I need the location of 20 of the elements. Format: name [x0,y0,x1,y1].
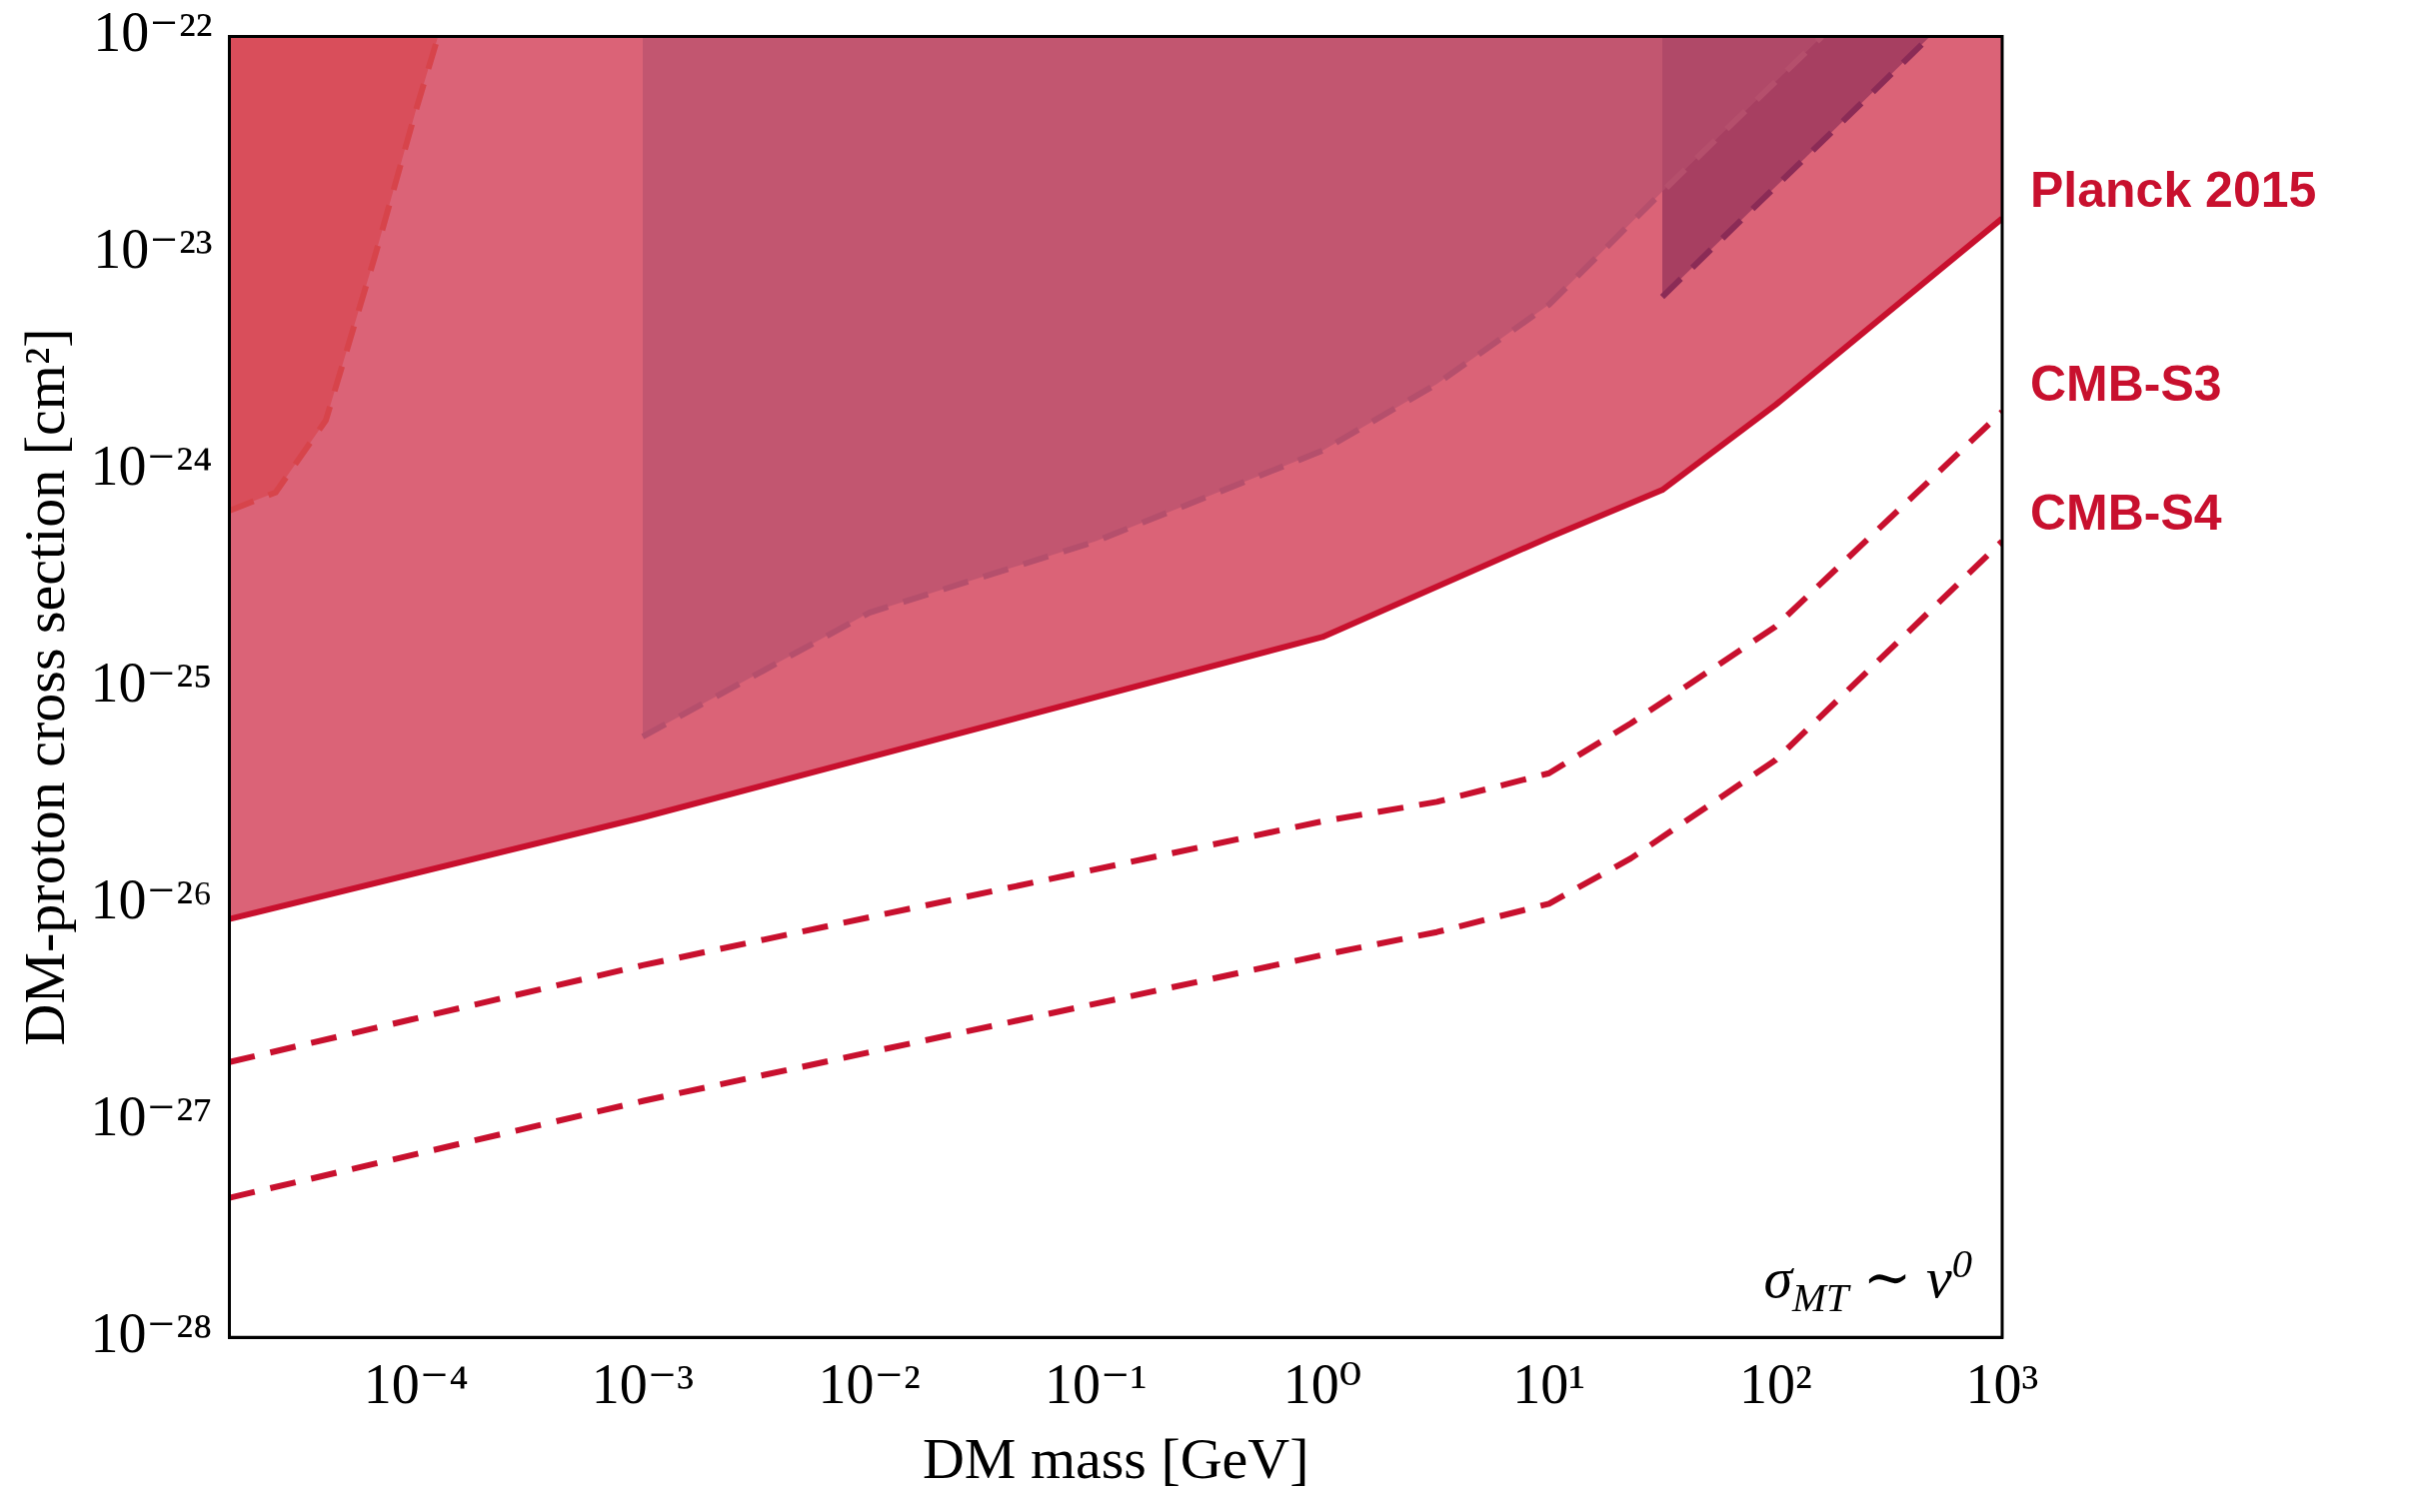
series-label: Planck 2015 [2030,162,2317,219]
y-tick-label: 10⁻²⁴ [90,435,213,498]
x-tick-label: 10⁻³ [591,1352,695,1415]
series-label: CMB-S3 [2030,355,2222,412]
x-axis-title: DM mass [GeV] [922,1426,1309,1492]
x-tick-label: 10³ [1965,1352,2039,1415]
series-label: CMB-S4 [2030,485,2222,542]
y-tick-label: 10⁻²⁶ [90,868,213,931]
y-tick-label: 10⁻²² [93,1,213,64]
y-tick-label: 10⁻²³ [93,218,213,281]
y-tick-label: 10⁻²⁵ [90,652,213,715]
x-tick-label: 10⁻¹ [1045,1352,1148,1415]
x-tick-label: 10⁻⁴ [363,1352,469,1415]
y-axis-title: DM-proton cross section [cm²] [12,328,78,1046]
x-tick-label: 10² [1738,1352,1812,1415]
y-tick-label: 10⁻²⁷ [90,1084,213,1147]
x-tick-label: 10⁰ [1282,1352,1362,1415]
x-tick-label: 10¹ [1512,1352,1586,1415]
x-tick-label: 10⁻² [818,1352,921,1415]
y-tick-label: 10⁻²⁸ [90,1301,213,1364]
